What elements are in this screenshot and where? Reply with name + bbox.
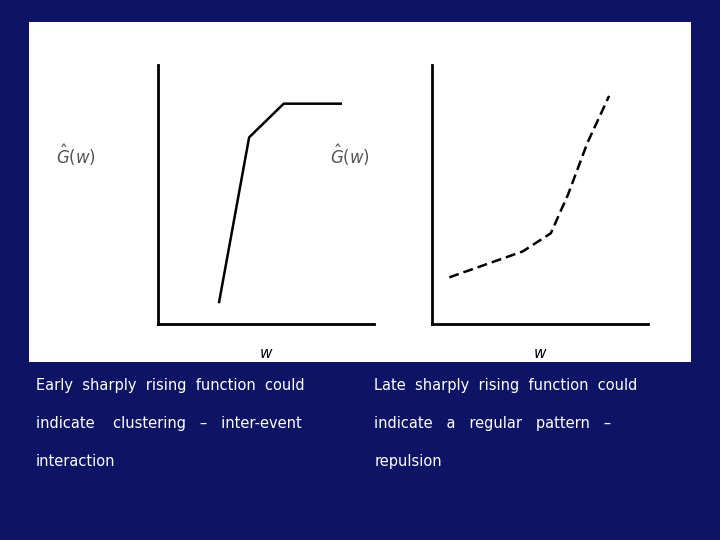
Text: Late  sharply  rising  function  could: Late sharply rising function could [374,378,638,393]
Text: $\hat{G}(w)$: $\hat{G}(w)$ [330,143,370,168]
Text: indicate   a   regular   pattern   –: indicate a regular pattern – [374,416,611,431]
Text: interaction: interaction [36,454,115,469]
Text: $w$: $w$ [259,347,274,361]
Text: Early  sharply  rising  function  could: Early sharply rising function could [36,378,305,393]
Text: $w$: $w$ [533,347,547,361]
Text: indicate    clustering   –   inter-event: indicate clustering – inter-event [36,416,302,431]
Text: repulsion: repulsion [374,454,442,469]
Text: $\hat{G}(w)$: $\hat{G}(w)$ [56,143,96,168]
